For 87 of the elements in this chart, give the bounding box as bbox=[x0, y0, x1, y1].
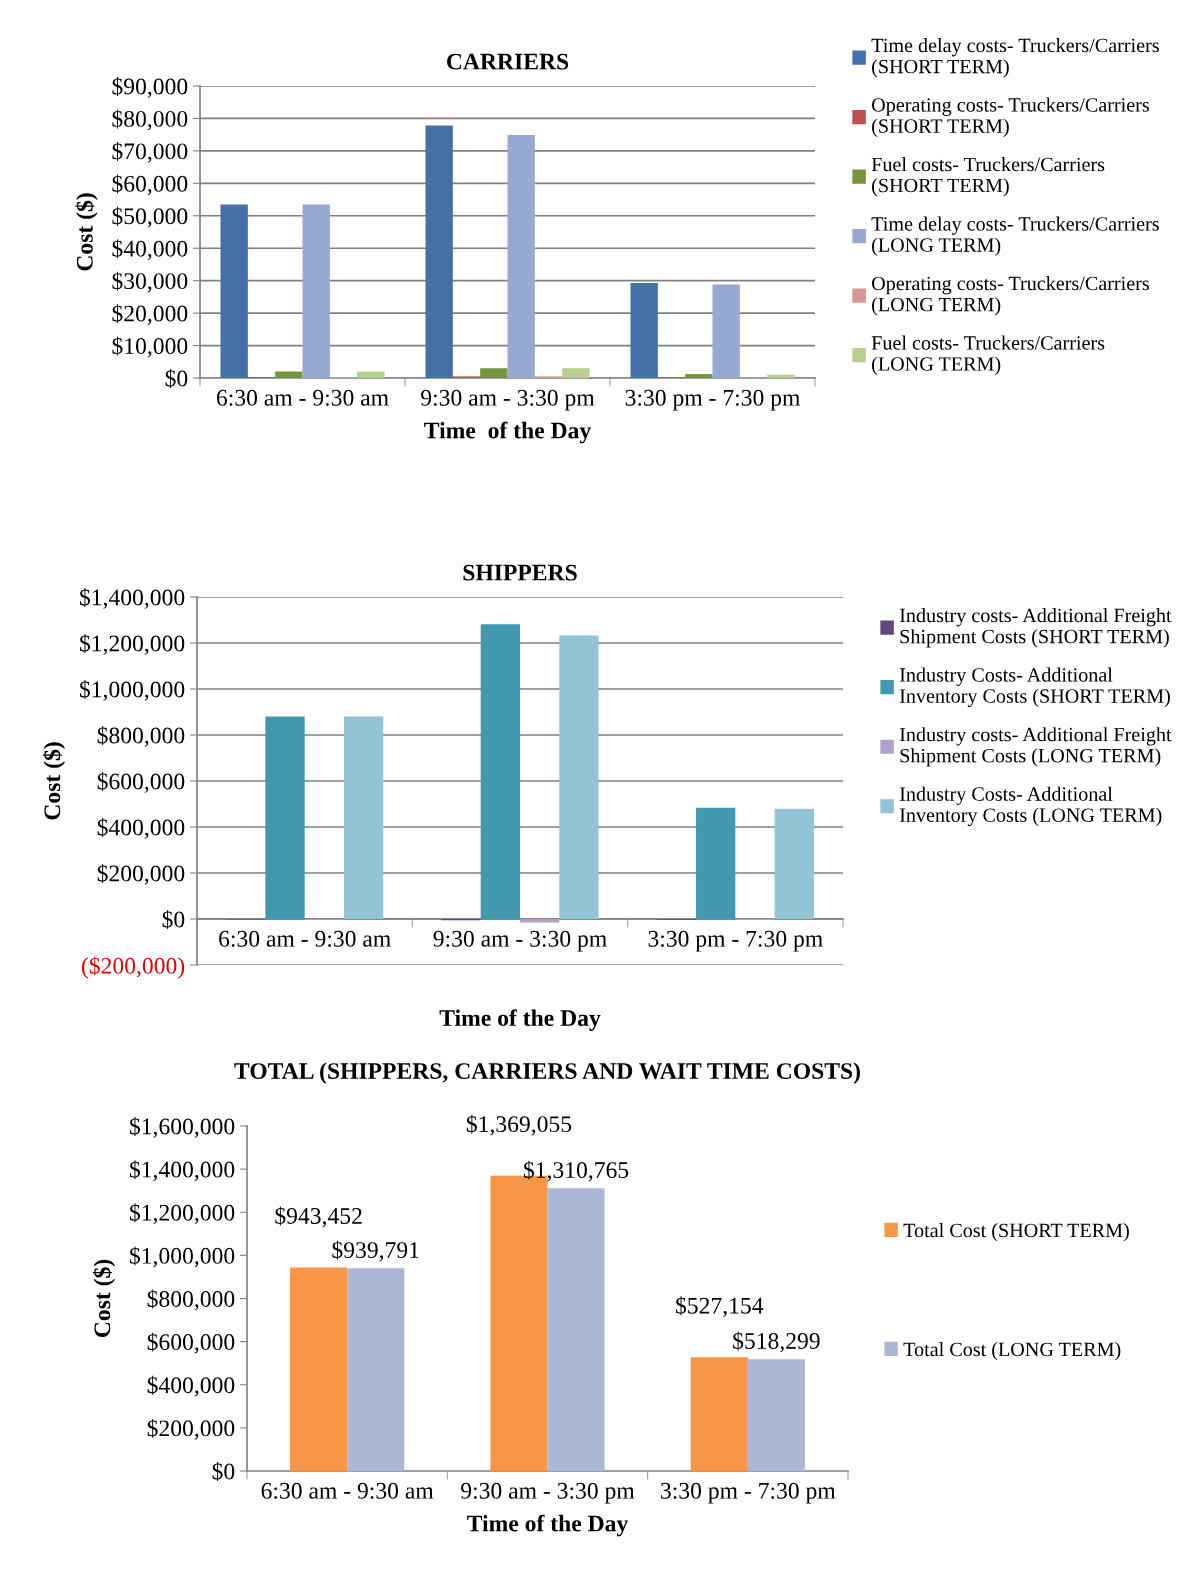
y-tick-label: $1,200,000 bbox=[129, 1203, 235, 1225]
legend-label: Time delay costs- Truckers/Carriers (SHORT TERM) bbox=[871, 38, 1159, 78]
data-label: $1,310,765 bbox=[523, 1160, 629, 1182]
bar bbox=[696, 807, 736, 919]
bar bbox=[747, 1359, 805, 1471]
y-tick-label: $200,000 bbox=[147, 1418, 235, 1440]
y-tick-label: $0 bbox=[212, 1462, 235, 1481]
y-tick-label: $90,000 bbox=[112, 77, 188, 98]
y-tick-label: $1,200,000 bbox=[79, 634, 185, 655]
bar bbox=[290, 1267, 348, 1471]
y-tick-label: $1,400,000 bbox=[79, 588, 185, 609]
x-tick-label: 6:30 am - 9:30 am bbox=[261, 1482, 434, 1499]
data-label: $943,452 bbox=[275, 1206, 362, 1228]
x-tick-label: 3:30 pm - 7:30 pm bbox=[661, 1482, 836, 1504]
y-axis-title: Cost ($) bbox=[92, 1259, 116, 1338]
legend-label: Total Cost (LONG TERM) bbox=[903, 1342, 1121, 1361]
chart-title: CARRIERS bbox=[446, 53, 569, 70]
bar bbox=[685, 374, 713, 378]
legend-label: Operating costs- Truckers/Carriers (SHORT TERM) bbox=[872, 97, 1149, 137]
bar bbox=[547, 1188, 605, 1471]
bar bbox=[562, 368, 590, 378]
chart-title: TOTAL (SHIPPERS, CARRIERS AND WAIT TIME COSTS) bbox=[234, 1062, 860, 1084]
legend-label: Industry Costs- Additional Inventory Costs (SHORT TERM) bbox=[899, 667, 1170, 708]
bar bbox=[767, 374, 795, 378]
bar bbox=[507, 134, 535, 378]
legend-label: Industry costs- Additional Freight Shipment Costs (SHORT TERM) bbox=[899, 608, 1172, 648]
y-tick-label: $0 bbox=[165, 369, 188, 388]
y-tick-label: $800,000 bbox=[147, 1289, 235, 1311]
y-tick-label: $0 bbox=[162, 910, 185, 929]
y-tick-label: $40,000 bbox=[112, 239, 188, 261]
bar bbox=[774, 808, 814, 919]
legend-label: Operating costs- Truckers/Carriers (LONG TERM) bbox=[872, 276, 1149, 316]
y-tick-label: $30,000 bbox=[112, 271, 188, 293]
y-tick-label: $50,000 bbox=[112, 206, 188, 228]
bar bbox=[630, 282, 658, 378]
bar bbox=[480, 368, 508, 378]
y-tick-label: $60,000 bbox=[112, 174, 188, 196]
y-tick-label: $1,600,000 bbox=[129, 1117, 235, 1138]
bar bbox=[302, 204, 330, 378]
x-tick-label: 6:30 am - 9:30 am bbox=[219, 930, 391, 947]
x-tick-label: 3:30 pm - 7:30 pm bbox=[625, 389, 801, 411]
y-tick-label: $20,000 bbox=[112, 304, 188, 325]
bar bbox=[480, 624, 520, 919]
x-axis-title: Time of the Day bbox=[467, 1514, 629, 1537]
x-tick-label: 9:30 am - 3:30 pm bbox=[461, 1482, 635, 1504]
x-axis-title: Time of the Day bbox=[424, 421, 591, 444]
data-label: $939,791 bbox=[332, 1240, 419, 1262]
y-tick-label: $1,400,000 bbox=[129, 1160, 235, 1181]
bar bbox=[343, 716, 384, 919]
x-tick-label: 9:30 am - 3:30 pm bbox=[421, 389, 595, 411]
bar bbox=[559, 635, 599, 919]
y-tick-label: ($200,000) bbox=[81, 956, 185, 979]
bar bbox=[690, 1357, 748, 1471]
bar bbox=[265, 716, 305, 919]
data-label: $518,299 bbox=[733, 1331, 820, 1353]
y-tick-label: $200,000 bbox=[97, 864, 185, 885]
y-tick-label: $400,000 bbox=[97, 818, 185, 839]
bar bbox=[425, 125, 453, 378]
x-tick-label: 6:30 am - 9:30 am bbox=[216, 389, 389, 406]
data-label: $1,369,055 bbox=[466, 1114, 572, 1136]
legend-label: Industry Costs- Additional Inventory Costs (LONG TERM) bbox=[899, 786, 1162, 827]
legend-label: Industry costs- Additional Freight Shipment Costs (LONG TERM) bbox=[899, 727, 1172, 767]
legend-label: Total Cost (SHORT TERM) bbox=[903, 1223, 1129, 1242]
bar bbox=[347, 1268, 405, 1471]
bar bbox=[275, 371, 303, 378]
bar bbox=[357, 371, 385, 378]
x-tick-label: 9:30 am - 3:30 pm bbox=[433, 930, 607, 952]
chart-title: SHIPPERS bbox=[463, 564, 577, 581]
y-tick-label: $400,000 bbox=[147, 1375, 235, 1397]
y-axis-title: Cost ($) bbox=[75, 193, 98, 271]
y-tick-label: $10,000 bbox=[112, 336, 188, 358]
y-axis-title: Cost ($) bbox=[42, 742, 66, 820]
legend-label: Fuel costs- Truckers/Carriers (SHORT TERM) bbox=[871, 157, 1105, 197]
y-tick-label: $600,000 bbox=[97, 772, 185, 793]
y-tick-label: $70,000 bbox=[112, 141, 188, 163]
x-axis-title: Time of the Day bbox=[439, 1009, 601, 1031]
y-tick-label: $80,000 bbox=[112, 109, 188, 131]
legend-label: Time delay costs- Truckers/Carriers (LONG TERM) bbox=[871, 216, 1159, 256]
y-tick-label: $1,000,000 bbox=[129, 1246, 235, 1268]
bar bbox=[712, 284, 740, 378]
bar bbox=[220, 204, 248, 378]
x-tick-label: 3:30 pm - 7:30 pm bbox=[648, 930, 823, 952]
y-tick-label: $600,000 bbox=[147, 1332, 235, 1354]
data-label: $527,154 bbox=[676, 1296, 764, 1318]
legend-label: Fuel costs- Truckers/Carriers (LONG TERM) bbox=[871, 335, 1105, 375]
y-tick-label: $1,000,000 bbox=[79, 680, 185, 701]
y-tick-label: $800,000 bbox=[97, 726, 185, 747]
